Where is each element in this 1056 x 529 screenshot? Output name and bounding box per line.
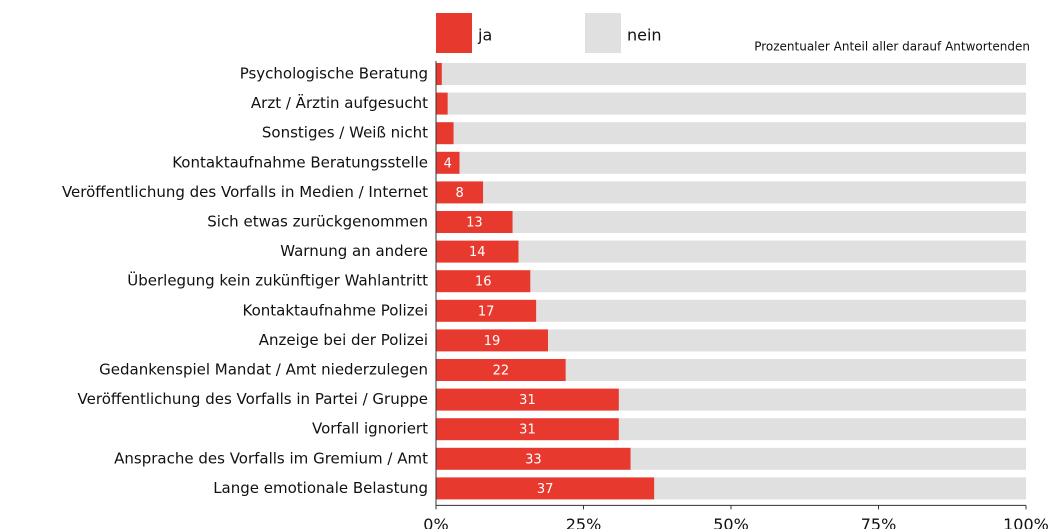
- bar-segment: [436, 92, 448, 115]
- data-label: 33: [525, 452, 542, 467]
- bar-segment: [436, 211, 513, 233]
- bar-segment: [630, 447, 1026, 470]
- bar-segment: [436, 151, 460, 174]
- data-label: 22: [493, 364, 510, 379]
- x-tick-label: 0%: [423, 515, 448, 529]
- data-label: 31: [519, 393, 536, 408]
- bar-segment: [483, 181, 1026, 204]
- bar-segment: [447, 92, 1026, 115]
- legend-swatch: [436, 13, 472, 53]
- x-tick-label: 50%: [713, 515, 749, 529]
- bar-segment: [436, 418, 619, 441]
- bar-segment: [441, 63, 1026, 85]
- data-label: 8: [455, 186, 463, 201]
- bar-segment: [436, 447, 631, 470]
- data-label: 19: [484, 334, 501, 349]
- bar-segment: [436, 299, 537, 322]
- y-tick-label: Warnung an andere: [280, 242, 428, 260]
- bar-segment: [436, 477, 655, 500]
- legend-swatch: [585, 13, 621, 53]
- bar-segment: [459, 151, 1027, 174]
- y-tick-label: Vorfall ignoriert: [312, 420, 428, 438]
- bar-segment: [548, 329, 1026, 352]
- x-tick-label: 25%: [566, 515, 602, 529]
- bar-segment: [436, 122, 454, 145]
- data-label: 37: [537, 482, 554, 497]
- x-tick-label: 100%: [1003, 515, 1049, 529]
- bar-segment: [436, 240, 519, 263]
- bar-segment: [530, 270, 1026, 293]
- bar-segment: [536, 299, 1026, 322]
- x-tick-label: 75%: [861, 515, 897, 529]
- data-label: 31: [519, 423, 536, 438]
- bar-segment: [436, 359, 566, 381]
- data-label: 16: [475, 275, 492, 290]
- bar-segment: [618, 418, 1026, 441]
- legend-label: nein: [627, 26, 662, 45]
- bar-segment: [565, 359, 1026, 381]
- bar-segment: [518, 240, 1026, 263]
- bar-segment: [436, 63, 442, 85]
- y-tick-label: Ansprache des Vorfalls im Gremium / Amt: [114, 449, 428, 467]
- y-tick-label: Kontaktaufnahme Beratungsstelle: [172, 153, 428, 171]
- bar-segment: [436, 388, 619, 411]
- y-tick-label: Sonstiges / Weiß nicht: [262, 124, 428, 142]
- data-label: 14: [469, 245, 486, 260]
- data-label: 13: [466, 216, 483, 231]
- y-tick-label: Veröffentlichung des Vorfalls in Medien …: [62, 183, 428, 201]
- legend-label: ja: [477, 26, 492, 45]
- y-tick-label: Psychologische Beratung: [240, 65, 428, 83]
- bar-segment: [436, 181, 484, 204]
- bar-segment: [654, 477, 1026, 500]
- bar-segment: [512, 211, 1026, 233]
- y-tick-label: Überlegung kein zukünftiger Wahlantritt: [127, 271, 428, 290]
- bar-segment: [618, 388, 1026, 411]
- y-tick-label: Sich etwas zurückgenommen: [207, 213, 428, 231]
- bar-segment: [436, 270, 531, 293]
- bar-segment: [453, 122, 1026, 145]
- data-label: 17: [478, 304, 495, 319]
- data-label: 4: [444, 156, 452, 171]
- y-tick-label: Gedankenspiel Mandat / Amt niederzulegen: [99, 361, 428, 379]
- y-tick-label: Veröffentlichung des Vorfalls in Partei …: [78, 390, 428, 408]
- y-tick-label: Arzt / Ärztin aufgesucht: [251, 93, 428, 112]
- y-tick-label: Lange emotionale Belastung: [213, 479, 428, 497]
- y-tick-label: Anzeige bei der Polizei: [259, 331, 428, 349]
- chart-subtitle: Prozentualer Anteil aller darauf Antwort…: [754, 40, 1030, 54]
- y-tick-label: Kontaktaufnahme Polizei: [242, 301, 428, 319]
- bar-segment: [436, 329, 549, 352]
